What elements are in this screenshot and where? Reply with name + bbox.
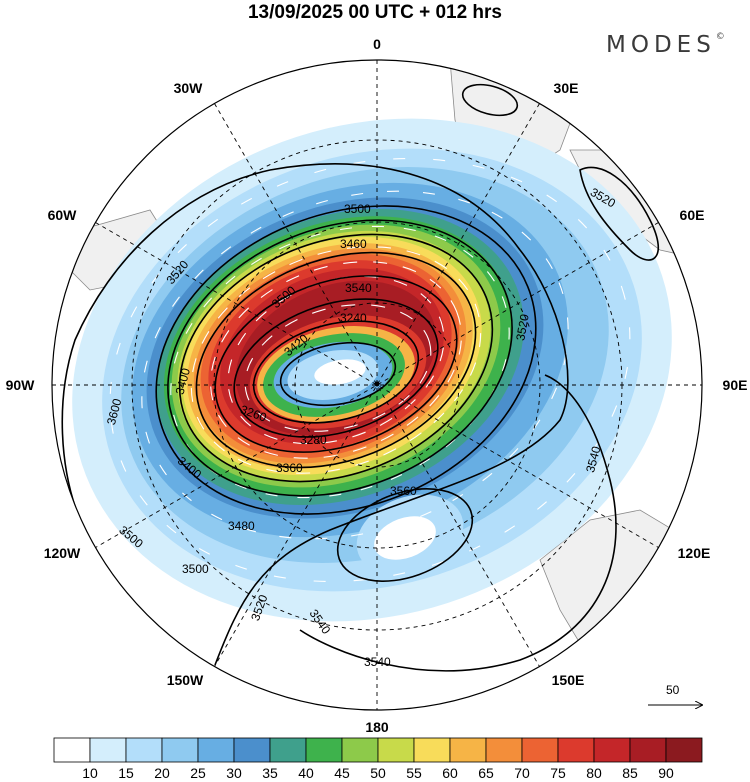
- colorbar-swatch: [269, 737, 307, 763]
- brand-logo-text: MODES: [606, 32, 716, 58]
- colorbar-tick-label: 30: [226, 765, 242, 781]
- contour-label: 3520: [513, 313, 531, 342]
- colorbar-swatch: [557, 737, 595, 763]
- wind-speed-shading: [72, 118, 672, 622]
- colorbar-tick-label: 85: [622, 765, 638, 781]
- reference-vector: 50: [648, 683, 702, 705]
- map-title: 13/09/2025 00 UTC + 012 hrs: [247, 2, 503, 23]
- colorbar: 10 15 20 25 30 35 40 45 50 55 60 65 70 75 80 85 90: [53, 737, 703, 781]
- contour-label: 3280: [300, 433, 327, 447]
- lon-label-30e: 30E: [554, 80, 579, 96]
- colorbar-tick-label: 20: [154, 765, 170, 781]
- colorbar-tick-label: 70: [514, 765, 530, 781]
- lon-label-120e: 120E: [678, 545, 711, 561]
- colorbar-swatch: [341, 737, 379, 763]
- colorbar-swatch: [233, 737, 271, 763]
- lon-label-150e: 150E: [552, 672, 585, 688]
- lon-label-150w: 150W: [167, 672, 204, 688]
- colorbar-tick-label: 50: [370, 765, 386, 781]
- colorbar-tick-label: 40: [298, 765, 314, 781]
- colorbar-tick-label: 90: [658, 765, 674, 781]
- contour-label: 3400: [173, 366, 194, 396]
- height-contours: [61, 83, 660, 672]
- brand-logo: MODES©: [606, 32, 725, 58]
- longitude-labels: 0 180 90W 90E 30W 60W 120W 150W 30E 60E …: [6, 36, 748, 735]
- colorbar-tick-label: 25: [190, 765, 206, 781]
- contour-label: 3540: [345, 281, 372, 295]
- map-border: [51, 59, 703, 711]
- contour-label: 3600: [104, 397, 125, 427]
- colorbar-swatch: [305, 737, 343, 763]
- contour-label: 3480: [228, 519, 255, 533]
- colorbar-tick-label: 55: [406, 765, 422, 781]
- contour-label: 3460: [340, 237, 367, 251]
- lon-label-180: 180: [365, 719, 389, 735]
- colorbar-swatch: [53, 737, 91, 763]
- contour-label: 3500: [182, 562, 209, 576]
- colorbar-tick-label: 80: [586, 765, 602, 781]
- lon-label-60w: 60W: [48, 207, 78, 223]
- lon-label-30w: 30W: [174, 80, 204, 96]
- colorbar-tick-label: 75: [550, 765, 566, 781]
- lon-label-0: 0: [373, 36, 381, 52]
- lon-label-90w: 90W: [6, 377, 36, 393]
- colorbar-tick-label: 15: [118, 765, 134, 781]
- colorbar-tick-label: 35: [262, 765, 278, 781]
- colorbar-tick-label: 10: [82, 765, 98, 781]
- colorbar-swatch: [521, 737, 559, 763]
- colorbar-tick-label: 65: [478, 765, 494, 781]
- wind-vectors: [109, 157, 631, 583]
- colorbar-swatch: [629, 737, 667, 763]
- colorbar-tick-label: 60: [442, 765, 458, 781]
- reference-vector-label: 50: [666, 683, 680, 697]
- lon-label-120w: 120W: [44, 545, 81, 561]
- colorbar-swatch: [89, 737, 127, 763]
- colorbar-swatch: [485, 737, 523, 763]
- graticule: [52, 60, 702, 710]
- contour-label: 3360: [276, 461, 303, 475]
- pole-marker: [374, 381, 380, 387]
- contour-label: 3560: [390, 484, 417, 498]
- contour-label: 3540: [364, 655, 391, 669]
- lon-label-90e: 90E: [723, 377, 748, 393]
- colorbar-swatch: [449, 737, 487, 763]
- contour-label: 3500: [344, 202, 371, 216]
- colorbar-swatch: [413, 737, 451, 763]
- colorbar-swatch: [377, 737, 415, 763]
- contour-label: 3540: [583, 444, 604, 474]
- colorbar-tick-label: 45: [334, 765, 350, 781]
- lon-label-60e: 60E: [680, 207, 705, 223]
- colorbar-swatch: [197, 737, 235, 763]
- colorbar-swatch: [593, 737, 631, 763]
- colorbar-swatch: [665, 737, 703, 763]
- colorbar-swatch: [125, 737, 163, 763]
- colorbar-swatch: [161, 737, 199, 763]
- map-disc: 3500 3460 3520 3540 3520 3500 3520 3240 …: [52, 60, 702, 710]
- contour-label: 3240: [340, 311, 367, 325]
- contour-labels: 3500 3460 3520 3540 3520 3500 3520 3240 …: [104, 185, 618, 669]
